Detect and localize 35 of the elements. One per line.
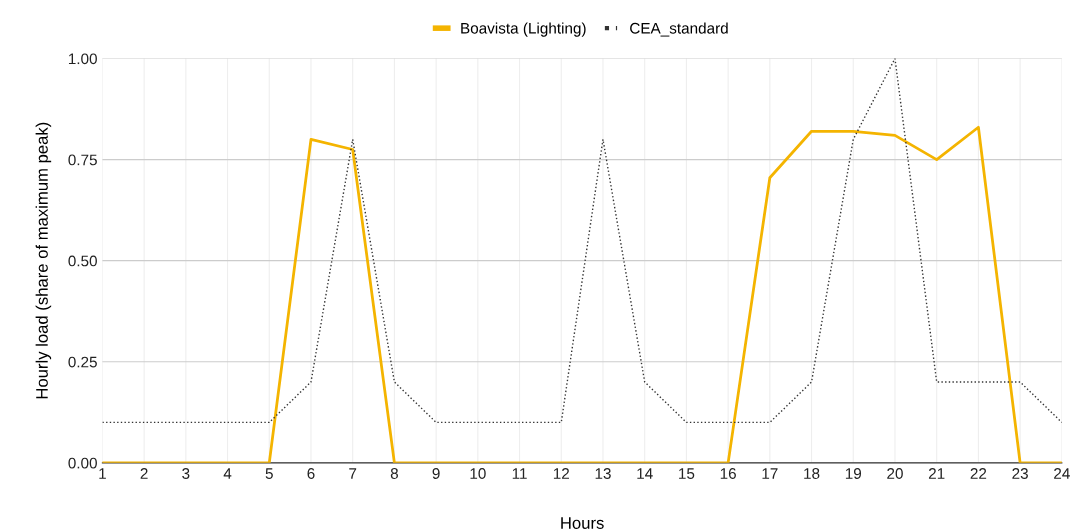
x-tick-label: 6 xyxy=(307,468,315,479)
x-tick-label: 2 xyxy=(140,468,148,479)
x-tick-label: 3 xyxy=(182,468,190,479)
x-tick-label: 16 xyxy=(720,468,736,479)
x-tick-label: 20 xyxy=(887,468,903,479)
x-axis-title: Hours xyxy=(561,517,604,529)
x-tick-label: 14 xyxy=(637,468,653,479)
x-tick-label: 19 xyxy=(845,468,862,479)
x-tick-label: 18 xyxy=(804,468,820,479)
x-tick-label: 10 xyxy=(470,468,486,479)
x-tick-label: 12 xyxy=(553,468,569,479)
x-tick-label: 9 xyxy=(432,468,440,479)
x-tick-label: 4 xyxy=(223,468,232,479)
x-tick-label: 1 xyxy=(99,468,106,479)
y-tick-label: 0.00 xyxy=(68,457,97,469)
line-series xyxy=(102,125,1062,463)
y-tick-label: 0.25 xyxy=(68,356,97,368)
y-tick-label: 1.00 xyxy=(68,53,97,65)
y-tick-label: 0.50 xyxy=(68,255,97,267)
x-tick-label: 8 xyxy=(390,468,398,479)
x-tick-label: 24 xyxy=(1054,468,1070,479)
x-tick-label: 23 xyxy=(1012,468,1028,479)
y-axis-title: Hourly load (share of maximum peak) xyxy=(35,122,52,399)
x-tick-label: 21 xyxy=(928,468,945,479)
x-tick-label: 22 xyxy=(970,468,987,479)
y-tick-label: 0.75 xyxy=(68,154,97,166)
legend-label: CEA_standard xyxy=(630,22,728,37)
x-tick-label: 5 xyxy=(265,468,273,479)
x-tick-label: 7 xyxy=(349,468,357,479)
line-series xyxy=(102,58,1062,424)
x-tick-label: 17 xyxy=(762,468,778,479)
x-tick-label: 15 xyxy=(679,468,695,479)
legend-label: Boavista (Lighting) xyxy=(461,22,586,37)
x-tick-label: 11 xyxy=(512,468,527,479)
x-tick-label: 13 xyxy=(595,468,611,479)
